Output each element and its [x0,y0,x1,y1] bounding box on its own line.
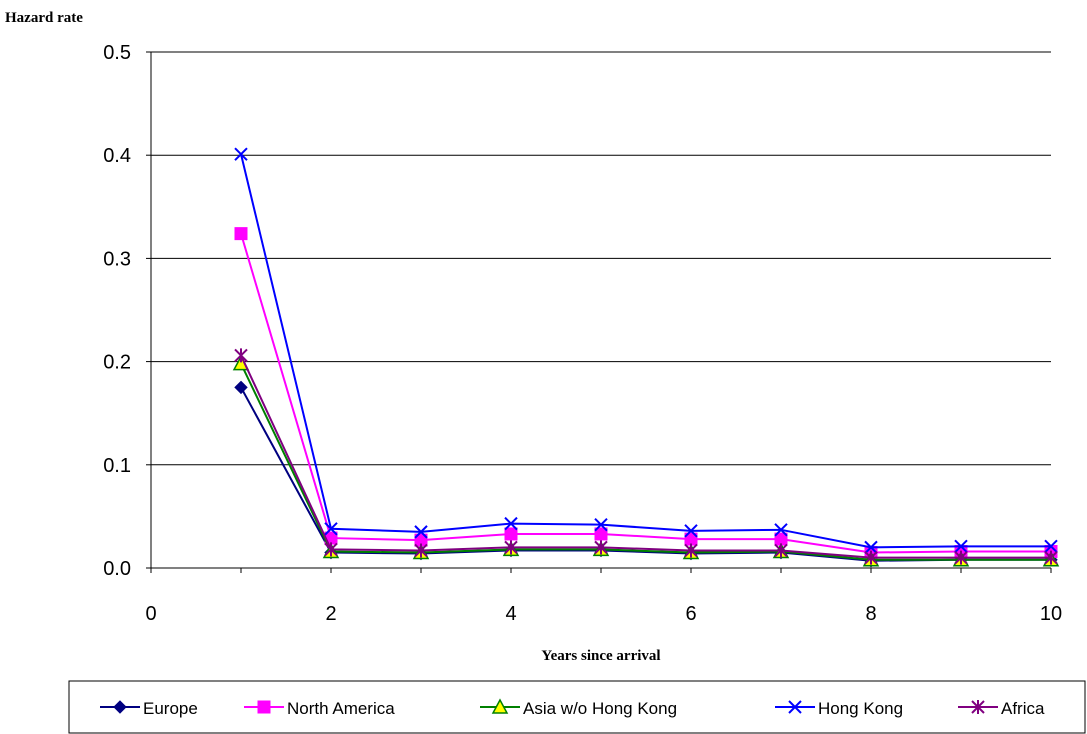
x-tick-label: 8 [865,603,876,625]
data-point-hong-kong [1044,539,1058,554]
legend-swatch-marker [113,700,127,714]
legend-label: Hong Kong [818,699,903,718]
series-hong-kong [234,147,1058,555]
data-point-north-america [504,527,518,541]
axes [146,51,1052,573]
series-line-north-america [240,233,1051,554]
legend-swatch-marker [491,698,509,714]
data-point-hong-kong [774,523,788,537]
data-point-hong-kong [504,516,518,531]
data-point-hong-kong [864,540,878,555]
data-point-hong-kong [684,524,698,538]
y-tick-label: 0.3 [103,248,131,270]
x-axis-title: Years since arrival [541,648,660,664]
data-point-africa [234,348,248,363]
gridlines [151,51,1051,466]
legend-swatch-marker [788,700,802,714]
legend-box [68,680,1086,734]
data-point-north-america [234,227,248,241]
y-tick-label: 0.1 [103,455,131,477]
y-tick-labels: 0.0 0.1 0.2 0.3 0.4 0.5 [103,42,131,580]
data-point-africa [1044,550,1058,565]
x-tick-label: 6 [685,603,696,625]
data-point-hong-kong [324,522,338,536]
legend-item-europe: Europe [100,699,198,718]
data-point-europe [234,380,248,395]
data-point-hong-kong [234,147,248,161]
data-point-africa [684,543,698,558]
legend-swatch-marker [971,700,985,714]
legend-item-hong-kong: Hong Kong [775,699,903,718]
y-tick-label: 0.4 [103,145,131,167]
series-north-america [234,227,1058,560]
plot-series [232,147,1060,568]
data-point-africa [324,542,338,557]
data-point-hong-kong [954,539,968,554]
legend-swatch-marker [257,700,271,714]
series-asia-w-o-hong-kong [232,355,1060,567]
legend-label: Europe [143,699,198,718]
x-tick-label: 4 [505,603,516,625]
series-line-hong-kong [240,153,1051,549]
data-point-africa [594,540,608,555]
data-point-hong-kong [594,517,608,532]
legend-item-north-america: North America [244,699,395,718]
legend-label: North America [287,699,395,718]
legend-label: Asia w/o Hong Kong [523,699,677,718]
x-tick-label: 0 [145,603,156,625]
data-point-africa [864,550,878,565]
series-line-asia-w-o-hong-kong [240,363,1051,561]
data-point-africa [954,550,968,565]
y-tick-label: 0.0 [103,558,131,580]
data-point-africa [414,543,428,558]
series-line-africa [240,354,1051,559]
data-point-north-america [594,527,608,541]
y-tick-label: 0.2 [103,352,131,374]
legend-label: Africa [1001,699,1045,718]
legend: Europe North America Asia w/o Hong Kong Hon… [68,680,1086,734]
y-tick-label: 0.5 [103,42,131,64]
data-point-africa [504,540,518,555]
data-point-africa [774,543,788,558]
legend-item-asia-w-o-hong-kong: Asia w/o Hong Kong [480,698,677,718]
x-tick-label: 10 [1040,603,1062,625]
series-line-europe [240,386,1051,562]
x-tick-label: 2 [325,603,336,625]
x-tick-labels: 0 2 4 6 8 10 [145,603,1062,625]
data-point-hong-kong [414,525,428,539]
series-africa [234,348,1058,565]
legend-item-africa: Africa [958,699,1045,718]
y-axis-title: Hazard rate [5,10,83,26]
